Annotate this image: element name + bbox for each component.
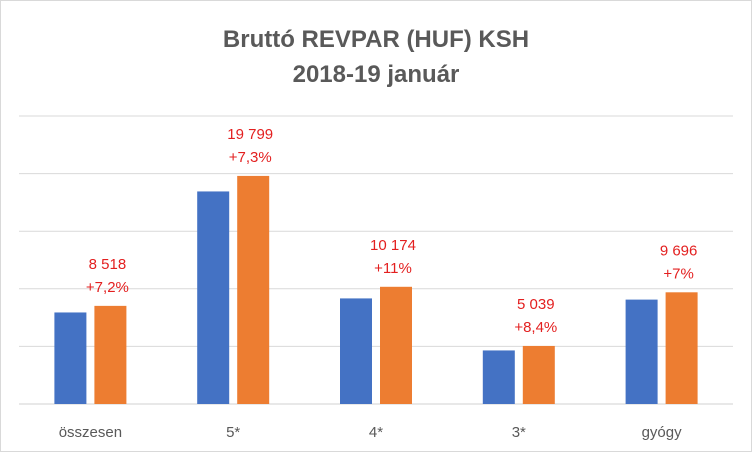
gridlines <box>19 115 733 405</box>
category-label: összesen <box>59 424 122 441</box>
bars <box>54 175 698 404</box>
category-label: gyógy <box>642 424 683 441</box>
bar-series-2-2 <box>380 286 412 404</box>
bar-series-1-1 <box>197 191 230 404</box>
bar-series-1-4 <box>625 299 658 404</box>
bar-series-1-2 <box>340 298 372 404</box>
category-label: 3* <box>512 424 526 441</box>
data-label-value: 5 039 <box>517 296 555 313</box>
data-label-change: +7,3% <box>229 149 272 166</box>
category-label: 5* <box>226 424 240 441</box>
bar-series-2-0 <box>94 305 127 404</box>
data-label-change: +8,4% <box>514 319 557 336</box>
category-labels: összesen 5* 4* 3* gyógy <box>59 424 682 441</box>
chart-title-line-1: Bruttó REVPAR (HUF) KSH <box>223 26 529 53</box>
bar-series-2-3 <box>522 345 555 404</box>
data-labels: 8 518 +7,2% 19 799 +7,3% 10 174 +11% 5 039 +8,4… <box>86 126 697 336</box>
data-label-value: 19 799 <box>227 126 273 143</box>
data-label-value: 10 174 <box>370 237 416 254</box>
data-label-value: 8 518 <box>89 256 127 273</box>
data-label-change: +11% <box>374 260 412 277</box>
data-label-value: 9 696 <box>660 242 698 259</box>
data-label-change: +7% <box>663 265 693 282</box>
bar-series-2-1 <box>237 175 270 404</box>
data-label-change: +7,2% <box>86 279 129 296</box>
category-label: 4* <box>369 424 383 441</box>
bar-series-1-0 <box>54 312 87 404</box>
bar-series-2-4 <box>665 292 698 404</box>
chart-title-line-2: 2018-19 január <box>293 61 460 88</box>
bar-series-1-3 <box>482 350 515 404</box>
